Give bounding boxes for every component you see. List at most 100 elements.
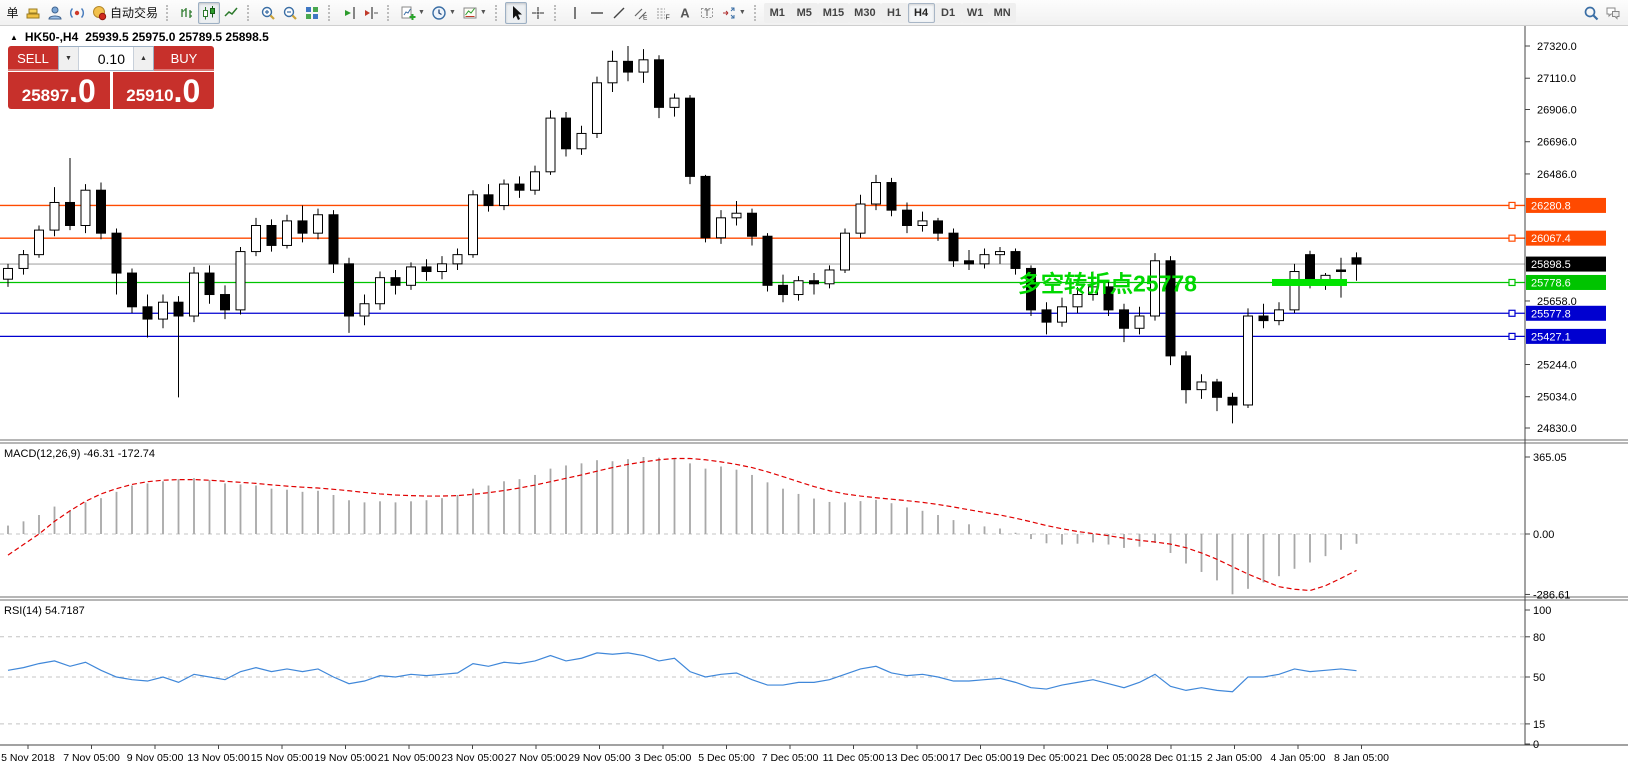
tile-windows-button[interactable] <box>301 2 323 24</box>
candle-body <box>390 277 401 286</box>
buy-price-button[interactable]: 25910.0 <box>112 72 214 109</box>
candle-body <box>204 272 215 296</box>
auto-scroll-button[interactable] <box>338 2 360 24</box>
search-icon <box>1584 6 1599 20</box>
candle-body <box>173 301 184 317</box>
candle-body <box>1336 269 1346 272</box>
candle-body <box>375 277 385 305</box>
new-order-button-label: 单 <box>6 6 19 20</box>
cursor-button[interactable] <box>504 1 527 24</box>
price-badge <box>1526 197 1606 213</box>
autotrading-button[interactable]: 自动交易 <box>88 2 161 24</box>
gold-bars-icon-button[interactable] <box>22 2 44 24</box>
toolbar-group-grip[interactable] <box>247 4 253 21</box>
candle-body <box>1196 381 1207 391</box>
horizontal-line-button[interactable] <box>586 2 608 24</box>
chart-canvas[interactable]: 多空转折点25778 27320.0 27110.0 26906.0 26696.0 26… <box>0 26 1628 774</box>
candle-body <box>685 97 695 177</box>
sell-button[interactable]: SELL <box>8 46 58 71</box>
toolbar-group-grip[interactable] <box>553 4 560 21</box>
toolbar-group-grip[interactable] <box>753 4 760 21</box>
toolbar-group-grip[interactable] <box>494 4 501 21</box>
level-line-handle[interactable] <box>1508 332 1516 340</box>
candle-body <box>452 254 463 265</box>
text-label-button[interactable]: T <box>696 2 718 24</box>
svg-text:T: T <box>704 8 710 18</box>
toolbar-group-grip[interactable] <box>328 4 334 21</box>
crosshair-button[interactable] <box>527 2 549 24</box>
one-click-collapse-icon[interactable]: ▲ <box>10 32 18 42</box>
candle-body <box>809 280 819 285</box>
candle-body <box>731 212 742 219</box>
time-tick-label: 7 Nov 05:00 <box>63 752 120 764</box>
dropdown-arrow-icon: ▼ <box>479 9 487 16</box>
price-badge <box>1526 256 1606 272</box>
volume-value[interactable]: 0.10 <box>78 47 134 70</box>
volume-increase-button[interactable]: ▲ <box>134 47 153 70</box>
timeframe-m5-button[interactable]: M5 <box>790 2 818 23</box>
price-badge-label: 25577.8 <box>1531 308 1571 320</box>
buy-button[interactable]: BUY <box>154 46 214 71</box>
trend-segment[interactable] <box>1272 278 1347 286</box>
equidistant-channel-button[interactable]: E <box>630 2 652 24</box>
candle-body <box>793 280 804 296</box>
chart-shift-button[interactable] <box>360 2 382 24</box>
candle-body <box>933 220 943 234</box>
time-tick-label: 11 Dec 05:00 <box>823 752 885 764</box>
toolbar-group-grip[interactable] <box>387 4 393 21</box>
timeframe-m1-button-label: M1 <box>769 6 785 19</box>
bar-chart-button[interactable] <box>176 2 198 24</box>
toolbar-group-grip[interactable] <box>166 4 172 21</box>
buy-price-fraction: .0 <box>173 73 201 109</box>
chat-button[interactable] <box>1602 2 1624 24</box>
level-line-handle[interactable] <box>1508 278 1516 287</box>
indicators-button[interactable]: ▼ <box>397 2 428 24</box>
search-button[interactable] <box>1580 2 1602 24</box>
time-tick-label: 29 Nov 05:00 <box>568 752 631 764</box>
volume-decrease-button[interactable]: ▼ <box>59 47 78 70</box>
timeframe-h4-button[interactable]: H4 <box>907 2 935 23</box>
signals-button[interactable] <box>66 2 88 24</box>
timeframe-w1-button-label: W1 <box>966 6 984 19</box>
candle-body <box>514 183 525 191</box>
trendline-button[interactable] <box>608 2 630 24</box>
zoom-out-button[interactable] <box>279 2 301 24</box>
timeframe-m30-button[interactable]: M30 <box>849 2 881 23</box>
candle-body <box>80 189 91 226</box>
level-line-handle[interactable] <box>1508 234 1516 242</box>
time-tick-label: 13 Dec 05:00 <box>886 752 949 764</box>
fibonacci-button[interactable]: F <box>652 2 674 24</box>
textA-icon: A <box>680 5 690 20</box>
candle-body <box>1103 286 1114 311</box>
timeframe-d1-button[interactable]: D1 <box>934 2 962 23</box>
timeframe-m15-button[interactable]: M15 <box>817 2 850 23</box>
community-button[interactable] <box>44 2 66 24</box>
line-chart-button[interactable] <box>220 2 242 24</box>
candle-body <box>995 251 1005 256</box>
candle-body <box>638 59 649 73</box>
candle-body <box>561 117 571 150</box>
level-line-handle[interactable] <box>1508 201 1516 210</box>
price-badge <box>1526 230 1606 246</box>
timeframe-mn-button[interactable]: MN <box>988 2 1016 23</box>
vertical-line-button[interactable] <box>564 2 586 24</box>
macd-scale-label: 365.05 <box>1533 452 1567 464</box>
zoom-in-button[interactable] <box>257 2 279 24</box>
templates-button[interactable]: ▼ <box>459 2 490 24</box>
candle-body <box>18 254 29 269</box>
timeframe-w1-button[interactable]: W1 <box>961 2 989 23</box>
candle-body <box>1212 381 1222 398</box>
text-button[interactable]: A <box>674 2 696 24</box>
level-line-handle[interactable] <box>1508 309 1516 317</box>
sell-price-button[interactable]: 25897.0 <box>8 72 110 109</box>
autoscroll-icon <box>345 6 355 19</box>
timeframe-h1-button[interactable]: H1 <box>880 2 908 23</box>
arrows-button[interactable]: ▼ <box>718 2 749 24</box>
chart-symbol-period: HK50-,H4 <box>24 30 79 44</box>
candlestick-chart-button[interactable] <box>198 1 221 24</box>
timeframe-m1-button[interactable]: M1 <box>763 2 791 23</box>
buy-price-main: 25910 <box>126 86 174 105</box>
periods-button[interactable]: ▼ <box>428 2 459 24</box>
new-order-button[interactable]: 单 <box>0 2 22 24</box>
